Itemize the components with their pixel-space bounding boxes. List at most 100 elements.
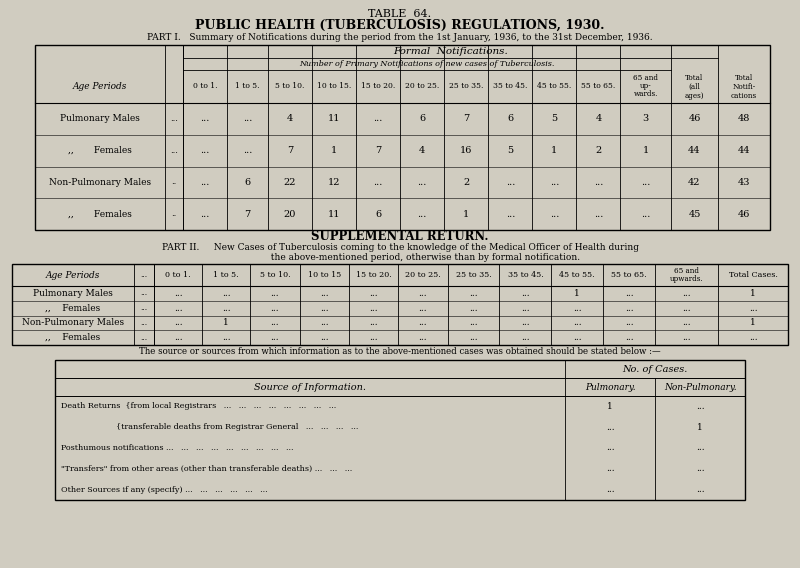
Text: ...: ... (606, 423, 614, 432)
Text: ,,    Females: ,, Females (46, 304, 101, 312)
Text: ...: ... (243, 146, 252, 155)
Text: ...: ... (573, 304, 582, 312)
Text: ...: ... (418, 333, 427, 342)
Text: 44: 44 (738, 146, 750, 155)
Text: 2: 2 (595, 146, 602, 155)
Text: 0 to 1.: 0 to 1. (193, 82, 218, 90)
Text: ...: ... (222, 304, 230, 312)
Text: ...: ... (418, 210, 427, 219)
Text: 20 to 25.: 20 to 25. (405, 82, 439, 90)
Text: 1: 1 (574, 289, 580, 298)
Text: 10 to 15.: 10 to 15. (317, 82, 351, 90)
Text: Non-Pulmonary.: Non-Pulmonary. (664, 382, 736, 391)
Text: Posthumous notifications ...   ...   ...   ...   ...   ...   ...   ...   ...: Posthumous notifications ... ... ... ...… (61, 444, 294, 452)
Text: 1 to 5.: 1 to 5. (214, 271, 239, 279)
Text: ...: ... (270, 304, 279, 312)
Text: ...: ... (470, 289, 478, 298)
Text: 1: 1 (331, 146, 338, 155)
Text: Total Cases.: Total Cases. (729, 271, 778, 279)
Text: 3: 3 (642, 114, 649, 123)
Text: up-: up- (640, 82, 651, 90)
Text: The source or sources from which information as to the above-mentioned cases was: The source or sources from which informa… (139, 348, 661, 357)
Text: 6: 6 (419, 114, 426, 123)
Text: TABLE  64.: TABLE 64. (369, 9, 431, 19)
Text: ...: ... (141, 271, 147, 279)
Text: ...: ... (506, 178, 515, 187)
Text: 16: 16 (460, 146, 473, 155)
Text: ...: ... (174, 333, 182, 342)
Text: Number of Primary Notifications of new cases of Tuberculosis.: Number of Primary Notifications of new c… (299, 60, 554, 68)
Text: 12: 12 (328, 178, 340, 187)
Text: 11: 11 (328, 210, 340, 219)
Text: cations: cations (731, 92, 757, 100)
Text: ...: ... (696, 402, 704, 411)
Text: ...: ... (170, 115, 178, 123)
Text: 25 to 35.: 25 to 35. (456, 271, 491, 279)
Text: ...: ... (141, 319, 147, 327)
Text: 15 to 20.: 15 to 20. (356, 271, 391, 279)
Text: 0 to 1.: 0 to 1. (166, 271, 191, 279)
Text: 1: 1 (697, 423, 703, 432)
Text: 65 and: 65 and (633, 74, 658, 82)
Text: ,,       Females: ,, Females (68, 210, 132, 219)
Text: ...: ... (243, 114, 252, 123)
Text: ...: ... (320, 304, 329, 312)
Text: Pulmonary Males: Pulmonary Males (60, 114, 140, 123)
Text: Age Periods: Age Periods (73, 82, 127, 91)
Text: ...: ... (682, 333, 691, 342)
Text: 10 to 15: 10 to 15 (307, 271, 341, 279)
Text: 45: 45 (688, 210, 701, 219)
Text: ...: ... (625, 333, 634, 342)
Text: ...: ... (521, 289, 530, 298)
Text: No. of Cases.: No. of Cases. (622, 365, 688, 374)
Text: ...: ... (521, 333, 530, 342)
Text: Formal  Notifications.: Formal Notifications. (393, 47, 508, 56)
Text: ...: ... (573, 319, 582, 327)
Text: 5: 5 (507, 146, 514, 155)
Text: Pulmonary.: Pulmonary. (585, 382, 635, 391)
Text: ...: ... (749, 333, 758, 342)
Text: ...: ... (521, 304, 530, 312)
Text: ...: ... (506, 210, 515, 219)
Text: ...: ... (418, 319, 427, 327)
Text: ...: ... (222, 333, 230, 342)
Text: 6: 6 (245, 178, 250, 187)
Text: ...: ... (200, 146, 210, 155)
Text: PUBLIC HEALTH (TUBERCULOSIS) REGULATIONS, 1930.: PUBLIC HEALTH (TUBERCULOSIS) REGULATIONS… (195, 19, 605, 31)
Text: ...: ... (696, 444, 704, 453)
Text: 42: 42 (688, 178, 701, 187)
Text: ...: ... (625, 289, 634, 298)
Text: ,,    Females: ,, Females (46, 333, 101, 342)
Text: ...: ... (606, 485, 614, 494)
Text: Non-Pulmonary Males: Non-Pulmonary Males (49, 178, 151, 187)
Text: 65 and: 65 and (674, 267, 699, 275)
Text: ...: ... (374, 178, 383, 187)
Text: (all: (all (689, 83, 700, 91)
Text: 1: 1 (607, 402, 613, 411)
Text: 1: 1 (551, 146, 558, 155)
Text: ...: ... (641, 210, 650, 219)
Text: ages): ages) (685, 92, 704, 100)
Text: Source of Information.: Source of Information. (254, 382, 366, 391)
Text: ...: ... (174, 319, 182, 327)
Text: Other Sources if any (specify) ...   ...   ...   ...   ...   ...: Other Sources if any (specify) ... ... .… (61, 486, 268, 494)
Text: ...: ... (174, 304, 182, 312)
Text: ,,       Females: ,, Females (68, 146, 132, 155)
Text: ...: ... (550, 210, 559, 219)
Text: 7: 7 (463, 114, 470, 123)
Text: ...: ... (141, 289, 147, 298)
Text: ...: ... (141, 304, 147, 312)
Text: ...: ... (370, 304, 378, 312)
Text: 22: 22 (284, 178, 296, 187)
Text: 1: 1 (750, 289, 756, 298)
Text: 35 to 45.: 35 to 45. (507, 271, 543, 279)
Text: ...: ... (270, 319, 279, 327)
Text: 11: 11 (328, 114, 340, 123)
Text: ...: ... (696, 464, 704, 473)
Text: ...: ... (641, 178, 650, 187)
Text: ...: ... (606, 464, 614, 473)
Text: ...: ... (174, 289, 182, 298)
Text: 46: 46 (688, 114, 701, 123)
Text: 5: 5 (551, 114, 558, 123)
Text: ...: ... (606, 444, 614, 453)
